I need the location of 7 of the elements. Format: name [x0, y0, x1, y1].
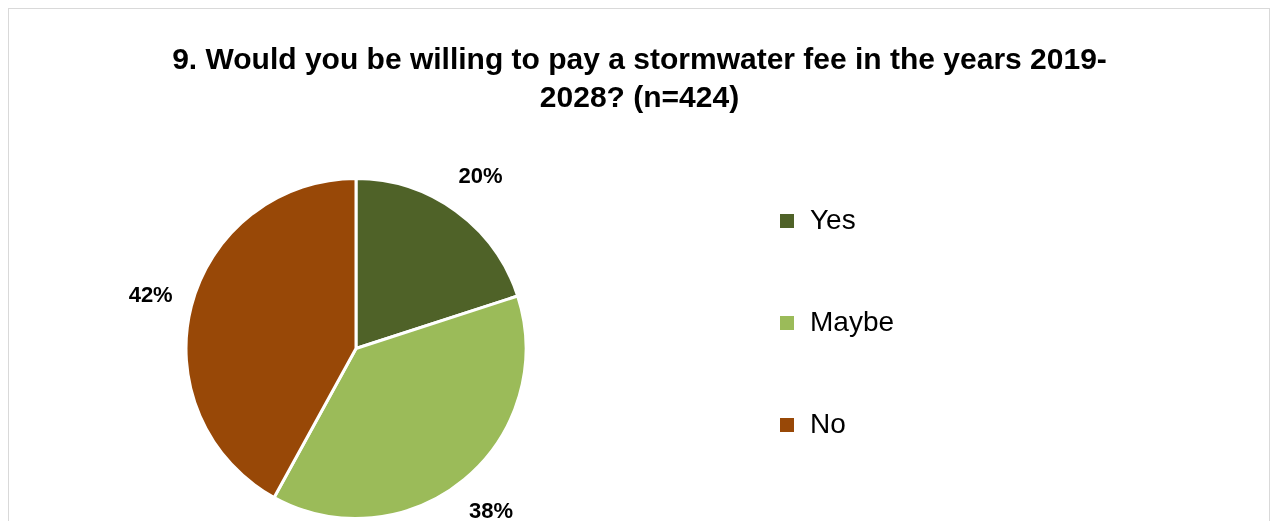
data-label: 42% — [128, 281, 173, 307]
chart-title: 9. Would you be willing to pay a stormwater fee in the years 2019-2028? (n=424) — [171, 41, 1108, 115]
data-label: 20% — [458, 163, 503, 189]
legend-label: Yes — [810, 203, 856, 235]
legend-label: No — [810, 407, 846, 439]
legend-label: Maybe — [810, 305, 895, 337]
data-label: 38% — [469, 497, 514, 521]
